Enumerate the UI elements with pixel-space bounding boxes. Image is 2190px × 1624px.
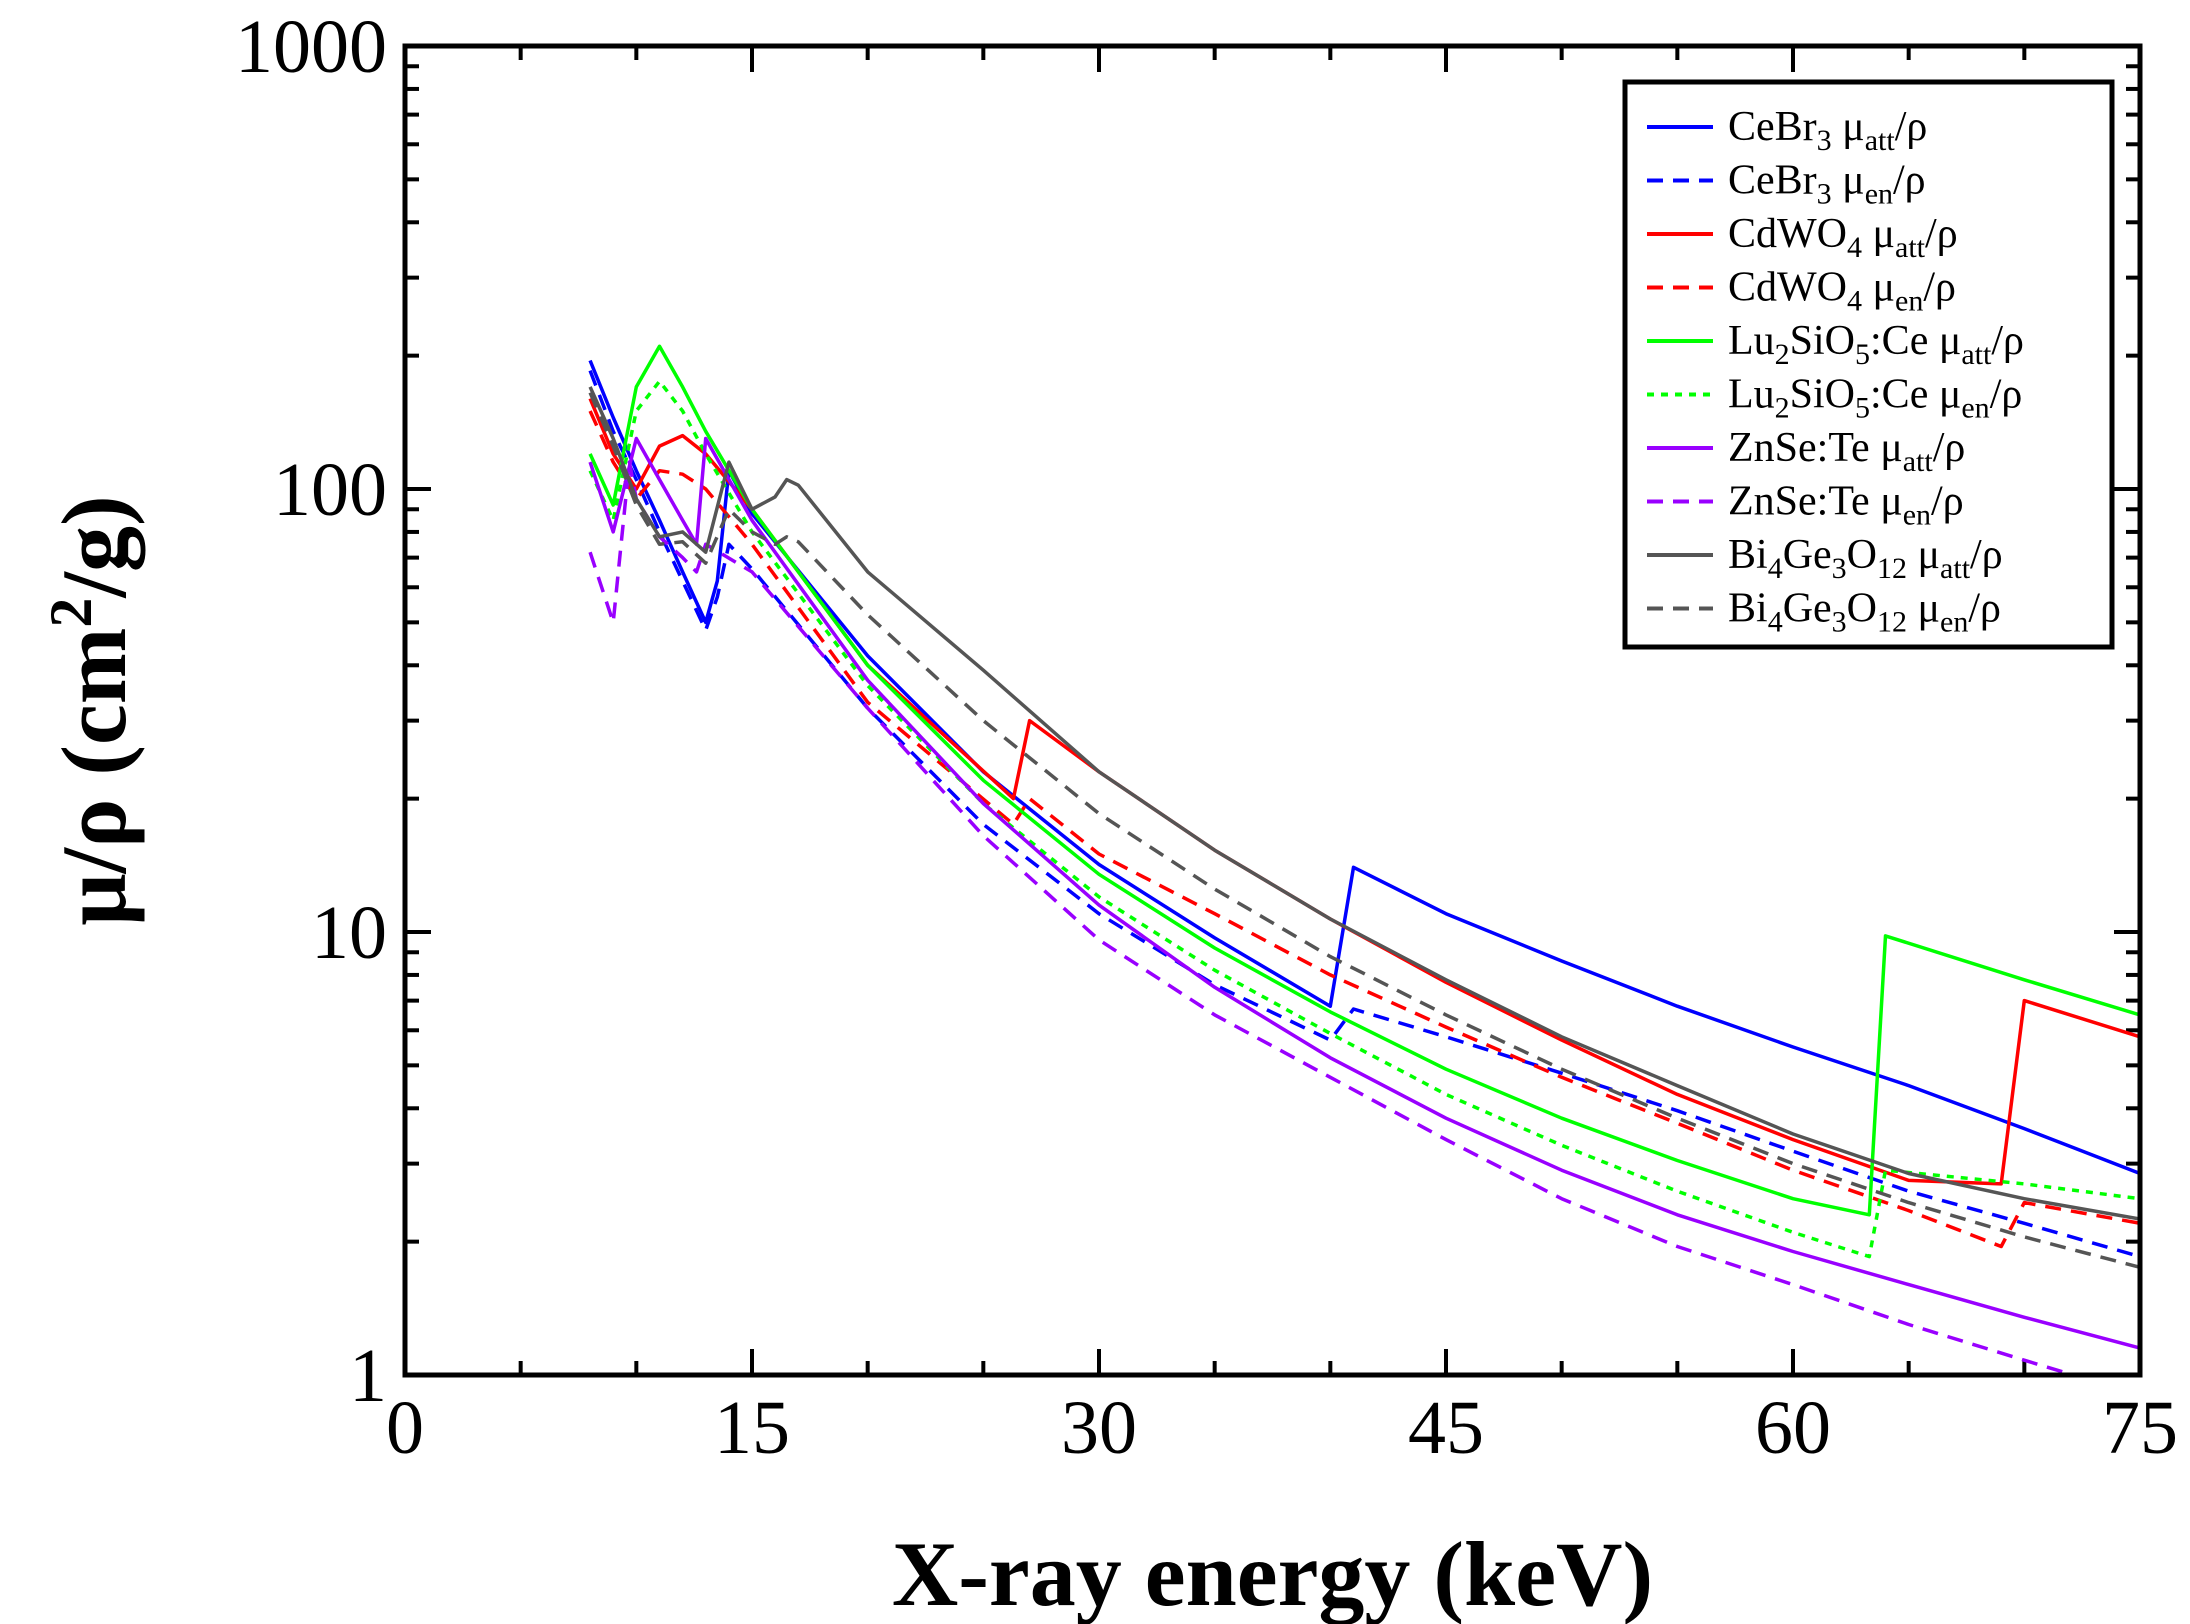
- legend-label: CeBr3 μen/ρ: [1728, 158, 1926, 211]
- x-tick-label: 75: [2102, 1386, 2178, 1470]
- legend-label: Lu2SiO5:Ce μatt/ρ: [1728, 318, 2024, 371]
- legend-label: Bi4Ge3O12 μen/ρ: [1728, 586, 2001, 639]
- x-tick-label: 15: [714, 1386, 790, 1470]
- legend-label: CdWO4 μen/ρ: [1728, 265, 1956, 318]
- y-axis-title: μ/ρ (cm2/g): [38, 495, 145, 925]
- x-tick-label: 0: [386, 1386, 424, 1470]
- series-line-10: [588, 392, 2140, 1269]
- x-tick-label: 30: [1061, 1386, 1137, 1470]
- series-line-4: [588, 410, 2140, 1249]
- y-tick-label: 100: [273, 448, 387, 532]
- series-line-7: [588, 436, 2140, 1350]
- legend-label: Lu2SiO5:Ce μen/ρ: [1728, 372, 2022, 425]
- series-line-9: [588, 386, 2140, 1221]
- y-axis-title-tail: /g): [43, 495, 145, 598]
- legend-label: ZnSe:Te μen/ρ: [1728, 479, 1964, 532]
- plot-frame: [402, 43, 2143, 1378]
- series-layer: [588, 344, 2140, 1375]
- series-line-5: [588, 344, 2140, 1217]
- y-tick-labels: 1 10 100 1000: [235, 5, 387, 1418]
- series-line-1: [588, 359, 2140, 1176]
- x-axis-title: X-ray energy (keV): [892, 1523, 1653, 1624]
- series-line-6: [588, 379, 2140, 1259]
- legend-box: [1622, 79, 2115, 650]
- y-axis-title-sup: 2: [38, 598, 104, 628]
- y-tick-label: 1000: [235, 5, 387, 89]
- legend-label: CdWO4 μatt/ρ: [1728, 211, 1958, 264]
- series-line-2: [588, 369, 2140, 1259]
- legend-label: CeBr3 μatt/ρ: [1728, 104, 1927, 157]
- legend-label: Bi4Ge3O12 μatt/ρ: [1728, 532, 2003, 585]
- x-tick-label: 45: [1408, 1386, 1484, 1470]
- y-tick-label: 10: [311, 891, 387, 975]
- x-tick-labels: 0 15 30 45 60 75: [386, 1386, 2178, 1470]
- x-tick-label: 60: [1755, 1386, 1831, 1470]
- y-tick-label: 1: [349, 1334, 387, 1418]
- legend-label: ZnSe:Te μatt/ρ: [1728, 425, 1965, 478]
- y-axis-title-main: μ/ρ (cm: [43, 628, 145, 926]
